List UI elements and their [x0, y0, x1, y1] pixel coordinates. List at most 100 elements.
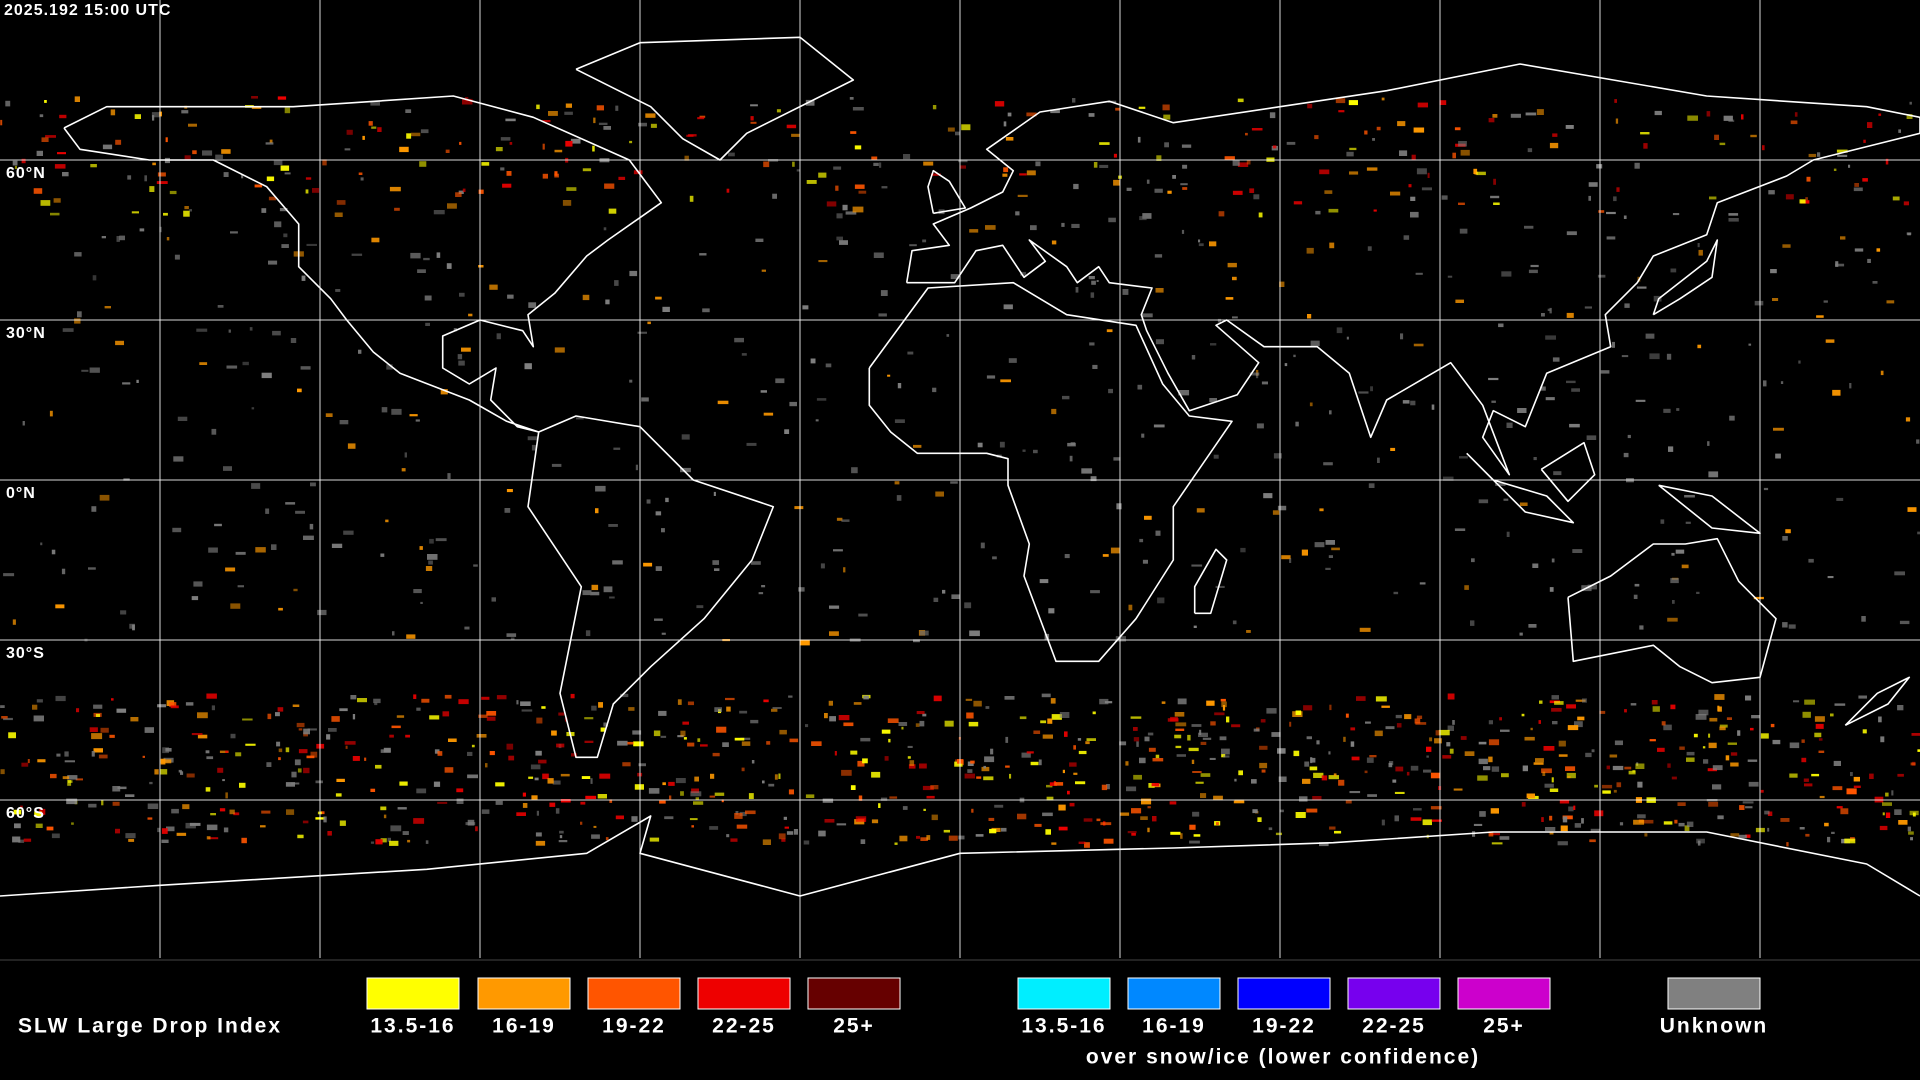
cloud-pixel	[1552, 721, 1558, 725]
cloud-pixel	[357, 698, 367, 703]
cloud-pixel	[794, 506, 804, 510]
cloud-pixel	[152, 162, 156, 166]
cloud-pixel	[505, 118, 516, 122]
cloud-pixel	[1767, 827, 1770, 832]
cloud-pixel	[1772, 739, 1781, 745]
cloud-pixel	[1785, 529, 1791, 534]
cloud-pixel	[1782, 622, 1788, 628]
cloud-pixel	[310, 482, 316, 487]
cloud-pixel	[1898, 820, 1908, 825]
cloud-pixel	[1827, 836, 1831, 843]
cloud-pixel	[0, 119, 3, 126]
cloud-pixel	[1670, 268, 1677, 273]
cloud-pixel	[570, 693, 575, 699]
cloud-pixel	[687, 742, 695, 747]
cloud-pixel	[522, 792, 526, 797]
cloud-pixel	[884, 756, 889, 761]
cloud-pixel	[1549, 831, 1554, 835]
cloud-pixel	[1108, 217, 1116, 223]
cloud-pixel	[1051, 240, 1057, 245]
cloud-pixel	[424, 295, 432, 301]
cloud-pixel	[896, 495, 902, 501]
cloud-pixel	[923, 161, 934, 166]
cloud-pixel	[165, 137, 168, 143]
cloud-pixel	[1279, 281, 1285, 287]
cloud-pixel	[1100, 822, 1112, 826]
cloud-pixel	[709, 826, 719, 830]
cloud-pixel	[1653, 295, 1662, 302]
cloud-pixel	[1140, 816, 1148, 820]
cloud-pixel	[638, 763, 646, 767]
cloud-pixel	[1271, 732, 1281, 737]
legend-label: Unknown	[1660, 1015, 1769, 1038]
cloud-pixel	[35, 823, 43, 828]
cloud-pixel	[734, 813, 743, 819]
cloud-pixel	[560, 773, 570, 777]
cloud-pixel	[1848, 164, 1851, 168]
cloud-pixel	[1575, 699, 1586, 702]
cloud-pixel	[312, 188, 320, 193]
cloud-pixel	[1154, 254, 1163, 258]
cloud-pixel	[1760, 733, 1769, 739]
cloud-pixel	[976, 776, 982, 779]
cloud-pixel	[222, 779, 225, 782]
cloud-pixel	[1663, 724, 1672, 731]
cloud-pixel	[665, 497, 669, 503]
cloud-pixel	[191, 733, 203, 736]
cloud-pixel	[527, 436, 538, 441]
cloud-pixel	[217, 767, 224, 773]
cloud-pixel	[1591, 749, 1595, 753]
cloud-pixel	[1814, 716, 1825, 722]
cloud-pixel	[1693, 733, 1698, 738]
cloud-pixel	[618, 176, 626, 180]
cloud-pixel	[559, 830, 564, 834]
cloud-pixel	[1707, 768, 1717, 772]
cloud-pixel	[1573, 805, 1576, 810]
latitude-label: 0°N	[6, 485, 36, 502]
latitude-label: 60°N	[6, 165, 46, 182]
cloud-pixel	[1449, 748, 1454, 754]
cloud-pixel	[843, 722, 854, 727]
cloud-pixel	[468, 313, 473, 317]
cloud-pixel	[1200, 741, 1207, 745]
cloud-pixel	[1725, 755, 1730, 761]
cloud-pixel	[192, 150, 197, 155]
cloud-pixel	[763, 161, 770, 168]
cloud-pixel	[274, 221, 282, 228]
cloud-pixel	[802, 305, 809, 310]
cloud-pixel	[811, 741, 822, 746]
cloud-pixel	[147, 803, 159, 809]
cloud-pixel	[1176, 754, 1186, 757]
cloud-pixel	[1249, 372, 1260, 376]
cloud-pixel	[1144, 515, 1152, 520]
cloud-pixel	[1084, 842, 1090, 848]
cloud-pixel	[1696, 838, 1705, 844]
cloud-pixel	[1908, 831, 1914, 835]
cloud-pixel	[1198, 243, 1204, 247]
cloud-pixel	[1452, 720, 1455, 725]
cloud-pixel	[56, 753, 61, 757]
cloud-pixel	[178, 769, 182, 773]
cloud-pixel	[1714, 134, 1719, 140]
cloud-pixel	[1147, 806, 1151, 809]
cloud-pixel	[632, 730, 642, 735]
cloud-pixel	[385, 519, 389, 523]
cloud-pixel	[1763, 380, 1767, 387]
cloud-pixel	[1193, 625, 1197, 628]
cloud-pixel	[1268, 827, 1273, 831]
cloud-pixel	[1623, 452, 1629, 458]
cloud-pixel	[149, 781, 153, 785]
cloud-pixel	[1630, 703, 1637, 706]
cloud-pixel	[615, 815, 624, 820]
cloud-pixel	[1116, 503, 1122, 510]
cloud-pixel	[969, 229, 979, 233]
cloud-pixel	[1728, 218, 1739, 222]
cloud-pixel	[1712, 784, 1722, 790]
cloud-pixel	[1478, 758, 1488, 765]
cloud-pixel	[633, 741, 644, 747]
cloud-pixel	[1004, 696, 1015, 700]
cloud-pixel	[983, 765, 986, 769]
cloud-pixel	[1551, 777, 1554, 783]
cloud-pixel	[693, 801, 704, 805]
